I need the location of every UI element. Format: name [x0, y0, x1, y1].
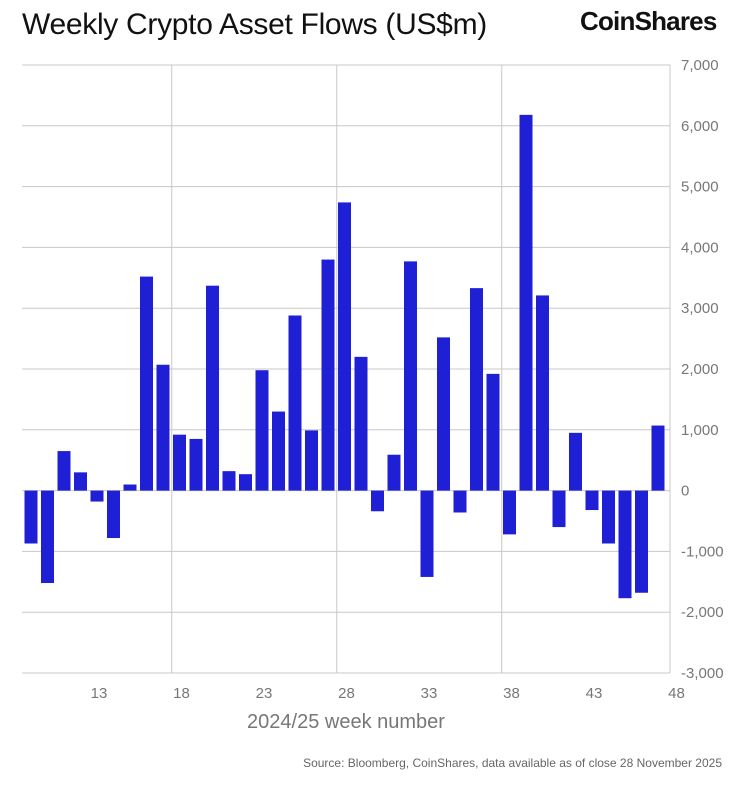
bar-week-11 [57, 451, 71, 491]
bar-week-13 [90, 490, 104, 502]
bar-week-23 [255, 370, 269, 491]
bar-week-45 [618, 490, 632, 599]
bar-week-24 [272, 411, 285, 491]
source-note: Source: Bloomberg, CoinShares, data avai… [303, 756, 722, 770]
bar-week-47 [651, 425, 665, 491]
bar-week-19 [189, 438, 203, 491]
bar-week-41 [552, 490, 566, 528]
y-tick-label: -1,000 [681, 543, 724, 560]
x-tick-label: 28 [338, 685, 355, 702]
bar-week-46 [635, 490, 648, 593]
y-tick-label: 4,000 [681, 239, 719, 256]
y-tick-label: 7,000 [681, 57, 719, 74]
chart-title: Weekly Crypto Asset Flows (US$m) [22, 8, 487, 41]
x-tick-labels: 13 18 23 28 33 38 43 48 [91, 685, 685, 702]
bar-week-36 [470, 288, 483, 491]
x-tick-label: 48 [668, 685, 685, 702]
x-tick-label: 13 [91, 685, 108, 702]
bars [24, 114, 665, 599]
x-tick-label: 43 [586, 685, 603, 702]
y-tick-label: 0 [681, 483, 689, 500]
x-tick-label: 18 [173, 685, 190, 702]
bar-week-9 [24, 490, 38, 544]
bar-week-15 [123, 484, 137, 491]
x-axis-label: 2024/25 week number [247, 711, 445, 733]
bar-week-25 [288, 315, 302, 491]
bar-week-28 [338, 202, 351, 491]
bar-week-38 [503, 490, 516, 535]
bar-week-10 [41, 490, 54, 584]
y-tick-label: 1,000 [681, 422, 719, 439]
y-tick-label: 2,000 [681, 361, 719, 378]
x-tick-label: 33 [421, 685, 438, 702]
y-tick-label: -3,000 [681, 665, 724, 682]
bar-week-21 [222, 471, 236, 491]
bar-week-44 [602, 490, 615, 544]
bar-week-39 [519, 114, 533, 491]
bar-week-32 [404, 261, 417, 491]
y-tick-labels: 7,000 6,000 5,000 4,000 3,000 2,000 1,000 0 -1,0… [681, 57, 724, 682]
y-tick-label: 6,000 [681, 118, 719, 135]
bar-week-29 [354, 356, 368, 491]
bar-week-26 [305, 430, 318, 491]
bar-week-17 [156, 364, 170, 491]
x-gridlines [171, 65, 671, 673]
x-tick-label: 38 [503, 685, 520, 702]
bar-week-14 [107, 490, 120, 539]
bar-week-18 [173, 434, 186, 491]
bar-week-31 [387, 454, 401, 491]
bar-week-27 [321, 259, 335, 491]
y-tick-label: -2,000 [681, 604, 724, 621]
bar-week-37 [486, 373, 500, 491]
bar-week-33 [420, 490, 434, 577]
bar-week-35 [453, 490, 467, 513]
bar-week-40 [536, 295, 549, 491]
brand-logo: CoinShares [580, 6, 717, 36]
bar-week-43 [585, 490, 599, 511]
bar-week-12 [74, 472, 87, 491]
bar-week-42 [569, 432, 582, 491]
y-tick-label: 5,000 [681, 179, 719, 196]
bar-week-30 [371, 490, 384, 512]
bar-week-22 [239, 474, 252, 491]
bar-week-16 [140, 276, 153, 491]
bar-week-20 [206, 285, 219, 491]
x-tick-label: 23 [256, 685, 273, 702]
bar-week-34 [437, 337, 450, 491]
y-tick-label: 3,000 [681, 300, 719, 317]
